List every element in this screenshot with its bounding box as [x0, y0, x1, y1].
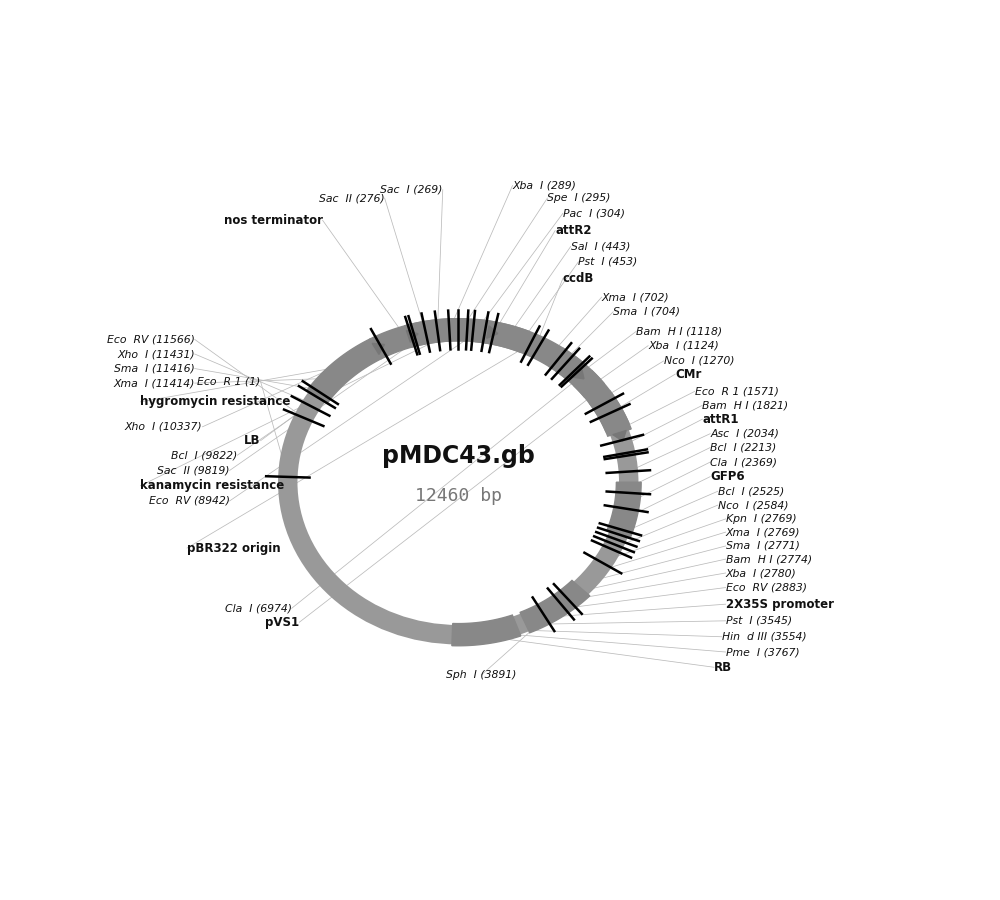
Polygon shape — [475, 320, 530, 352]
Text: attR1: attR1 — [702, 413, 739, 426]
Text: Xma  I (702): Xma I (702) — [602, 292, 669, 302]
Polygon shape — [452, 615, 521, 646]
Text: Pst  I (453): Pst I (453) — [578, 256, 638, 266]
Polygon shape — [574, 371, 631, 436]
Polygon shape — [307, 339, 382, 403]
Polygon shape — [520, 580, 590, 633]
Text: Bcl  I (2525): Bcl I (2525) — [718, 486, 784, 496]
Text: Sph  I (3891): Sph I (3891) — [446, 670, 517, 680]
Text: LB: LB — [244, 434, 261, 447]
Polygon shape — [372, 344, 384, 355]
Text: Spe  I (295): Spe I (295) — [547, 194, 611, 203]
Text: Bcl  I (9822): Bcl I (9822) — [171, 450, 237, 460]
Polygon shape — [406, 330, 418, 343]
Text: ccdB: ccdB — [563, 272, 594, 285]
Text: Eco  R 1 (1): Eco R 1 (1) — [197, 377, 261, 387]
Text: Pac  I (304): Pac I (304) — [563, 208, 625, 219]
Text: 2X35S promoter: 2X35S promoter — [726, 598, 834, 611]
Text: Sma  I (11416): Sma I (11416) — [114, 364, 195, 374]
Text: Bam  H I (1821): Bam H I (1821) — [702, 400, 788, 410]
Text: Bcl  I (2213): Bcl I (2213) — [710, 443, 776, 453]
Text: pVS1: pVS1 — [265, 616, 299, 629]
Text: Eco  RV (2883): Eco RV (2883) — [726, 582, 807, 592]
Polygon shape — [405, 319, 468, 347]
Text: Hin  d III (3554): Hin d III (3554) — [722, 632, 806, 642]
Text: Pme  I (3767): Pme I (3767) — [726, 647, 799, 657]
Text: Cla  I (2369): Cla I (2369) — [710, 457, 777, 467]
Text: Sac  II (9819): Sac II (9819) — [157, 465, 230, 475]
Polygon shape — [486, 321, 585, 381]
Text: Sma  I (2771): Sma I (2771) — [726, 541, 800, 551]
Polygon shape — [613, 430, 626, 441]
Text: Kpn  I (2769): Kpn I (2769) — [726, 514, 796, 524]
Text: Bam  H I (2774): Bam H I (2774) — [726, 554, 812, 564]
Polygon shape — [549, 348, 604, 397]
Text: Eco  RV (11566): Eco RV (11566) — [107, 335, 195, 345]
Text: Xba  I (289): Xba I (289) — [512, 181, 576, 191]
Text: Xho  I (11431): Xho I (11431) — [117, 349, 195, 359]
Text: Xba  I (2780): Xba I (2780) — [726, 568, 796, 578]
Text: attR2: attR2 — [555, 224, 592, 238]
Text: Asc  I (2034): Asc I (2034) — [710, 428, 779, 438]
Text: Bam  H I (1118): Bam H I (1118) — [637, 326, 723, 336]
Text: pBR322 origin: pBR322 origin — [187, 542, 281, 554]
Text: GFP6: GFP6 — [710, 470, 745, 483]
Text: hygromycin resistance: hygromycin resistance — [140, 395, 291, 409]
Text: Xma  I (2769): Xma I (2769) — [726, 527, 800, 537]
Text: Xba  I (1124): Xba I (1124) — [648, 341, 719, 351]
Polygon shape — [589, 391, 629, 432]
Text: Sac  II (276): Sac II (276) — [319, 194, 385, 203]
Text: Sal  I (443): Sal I (443) — [571, 241, 630, 252]
Text: Pst  I (3545): Pst I (3545) — [726, 616, 792, 625]
Text: Sma  I (704): Sma I (704) — [613, 307, 680, 317]
Text: RB: RB — [714, 661, 732, 674]
Text: Sac  I (269): Sac I (269) — [380, 184, 443, 194]
Polygon shape — [572, 368, 584, 379]
Text: Nco  I (2584): Nco I (2584) — [718, 500, 788, 510]
Text: Eco  R 1 (1571): Eco R 1 (1571) — [695, 386, 778, 396]
Text: pMDC43.gb: pMDC43.gb — [382, 444, 535, 468]
Text: kanamycin resistance: kanamycin resistance — [140, 479, 285, 492]
Polygon shape — [607, 482, 641, 538]
Polygon shape — [405, 319, 490, 347]
Text: Xma  I (11414): Xma I (11414) — [113, 378, 195, 388]
Text: nos terminator: nos terminator — [224, 214, 323, 227]
Polygon shape — [487, 326, 498, 338]
Text: Eco  RV (8942): Eco RV (8942) — [149, 496, 230, 506]
Text: 12460 bp: 12460 bp — [415, 487, 502, 505]
Text: Nco  I (1270): Nco I (1270) — [664, 356, 734, 366]
Text: Xho  I (10337): Xho I (10337) — [125, 422, 202, 432]
Text: Cla  I (6974): Cla I (6974) — [225, 603, 292, 613]
Text: CMr: CMr — [675, 367, 702, 381]
Polygon shape — [370, 326, 412, 358]
